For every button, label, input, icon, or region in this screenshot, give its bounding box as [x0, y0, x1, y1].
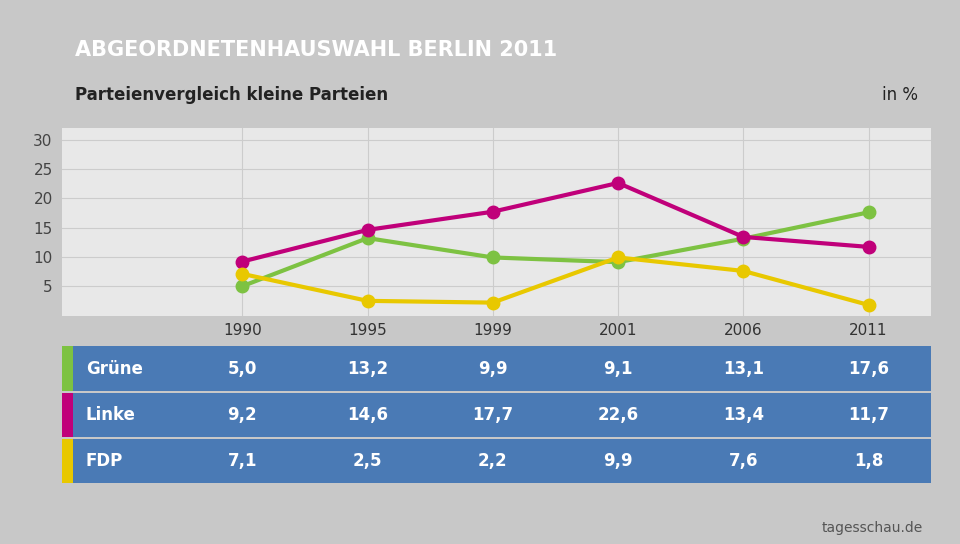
Text: 17,6: 17,6 [848, 360, 889, 378]
Text: 11,7: 11,7 [848, 406, 889, 424]
Text: 5,0: 5,0 [228, 360, 257, 378]
Text: ABGEORDNETENHAUSWAHL BERLIN 2011: ABGEORDNETENHAUSWAHL BERLIN 2011 [76, 40, 558, 60]
Text: 1999: 1999 [473, 323, 513, 338]
Text: 13,1: 13,1 [723, 360, 764, 378]
Bar [62, 347, 931, 391]
Text: 9,9: 9,9 [478, 360, 508, 378]
Text: 14,6: 14,6 [348, 406, 388, 424]
Text: in %: in % [882, 85, 918, 104]
Bar [62, 439, 73, 483]
Text: 1995: 1995 [348, 323, 387, 338]
Bar [62, 439, 931, 483]
Text: 9,2: 9,2 [228, 406, 257, 424]
Text: Grüne: Grüne [85, 360, 143, 378]
Text: 7,6: 7,6 [729, 452, 758, 470]
Bar [62, 347, 73, 391]
Text: 2006: 2006 [724, 323, 762, 338]
Text: 13,2: 13,2 [347, 360, 388, 378]
Text: 1990: 1990 [223, 323, 262, 338]
Text: 9,1: 9,1 [603, 360, 633, 378]
Bar [62, 393, 931, 437]
Text: Parteienvergleich kleine Parteien: Parteienvergleich kleine Parteien [76, 85, 389, 104]
Text: 2001: 2001 [599, 323, 637, 338]
Text: tagesschau.de: tagesschau.de [821, 521, 923, 535]
Text: FDP: FDP [85, 452, 123, 470]
Text: 13,4: 13,4 [723, 406, 764, 424]
Text: 17,7: 17,7 [472, 406, 514, 424]
Text: 2011: 2011 [850, 323, 888, 338]
Text: 22,6: 22,6 [597, 406, 638, 424]
Text: 2,2: 2,2 [478, 452, 508, 470]
Text: 9,9: 9,9 [603, 452, 633, 470]
Text: 7,1: 7,1 [228, 452, 257, 470]
Text: 1,8: 1,8 [853, 452, 883, 470]
Text: Linke: Linke [85, 406, 135, 424]
Bar [62, 393, 73, 437]
Text: 2,5: 2,5 [353, 452, 382, 470]
